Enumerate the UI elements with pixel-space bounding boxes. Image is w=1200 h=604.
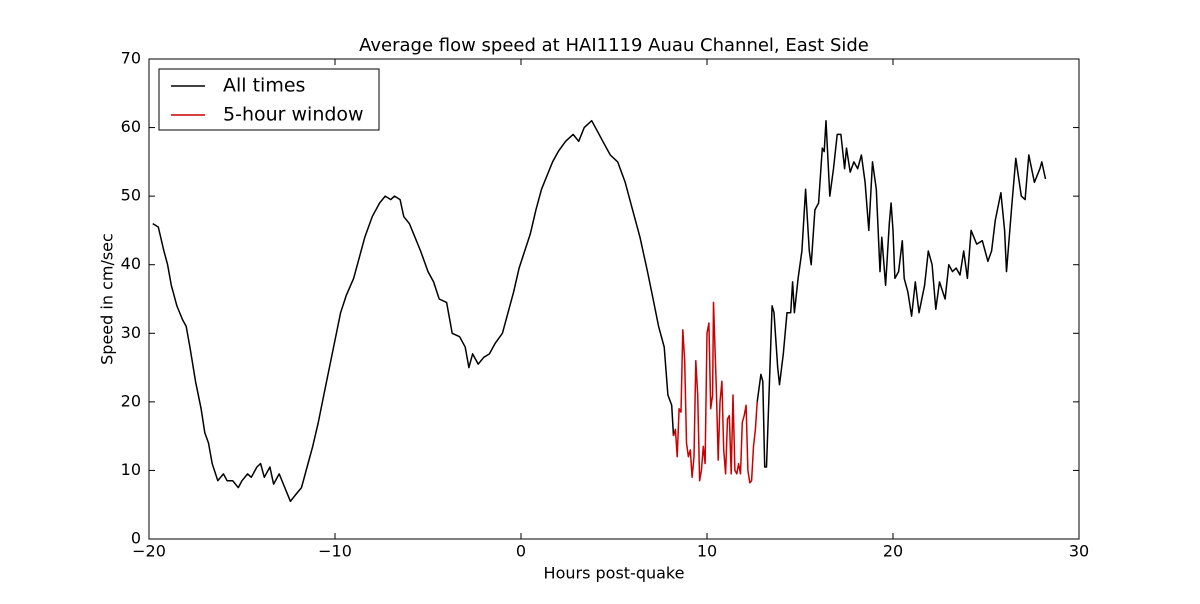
y-tick-label: 20	[121, 391, 141, 410]
data-line	[152, 119, 1047, 503]
y-tick-label: 10	[121, 460, 141, 479]
y-tick-label: 50	[121, 186, 141, 205]
x-tick-label: 30	[1069, 542, 1089, 561]
x-tick-label: 10	[697, 542, 717, 561]
x-tick-label: 0	[516, 542, 526, 561]
y-tick-label: 70	[121, 49, 141, 68]
data-line	[672, 301, 758, 484]
x-tick-label: −20	[132, 542, 166, 561]
x-tick-label: 20	[883, 542, 903, 561]
legend-box	[158, 68, 380, 131]
y-tick-label: 60	[121, 117, 141, 136]
legend-label: 5-hour window	[223, 104, 364, 126]
x-axis-label: Hours post-quake	[544, 564, 685, 583]
plot-frame	[148, 58, 1080, 540]
legend-label: All times	[223, 75, 305, 97]
y-tick-label: 0	[131, 529, 141, 548]
y-tick-label: 30	[121, 323, 141, 342]
y-axis-label: Speed in cm/sec	[98, 233, 117, 365]
y-tick-label: 40	[121, 254, 141, 273]
chart-title: Average flow speed at HAI1119 Auau Chann…	[359, 35, 869, 56]
x-tick-label: −10	[318, 542, 352, 561]
